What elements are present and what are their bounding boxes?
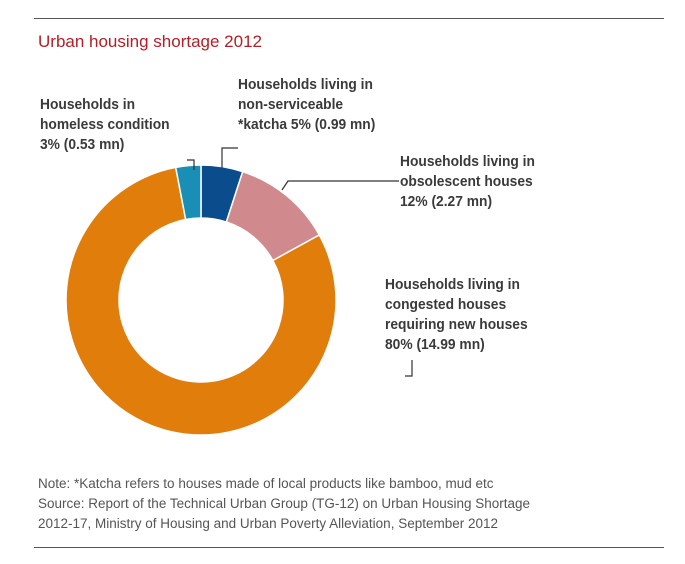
- donut-slices: [65, 164, 337, 436]
- slice-label-line: congested houses: [385, 296, 507, 313]
- slice-label-homeless: Households in homeless condition 3% (0.5…: [40, 95, 170, 155]
- leader-lines: [187, 147, 413, 377]
- slice-label-obsolescent: Households living in obsolescent houses …: [400, 152, 535, 212]
- chart-title: Urban housing shortage 2012: [38, 32, 262, 51]
- slice-congested-houses: [65, 166, 337, 436]
- slice-label-line: Households living in: [238, 76, 373, 93]
- leader-line-obsolescent: [281, 180, 399, 191]
- slice-label-line: *katcha 5% (0.99 mn): [238, 116, 376, 133]
- bottom-rule: [34, 547, 664, 548]
- slice-label-line: Households living in: [400, 153, 535, 170]
- source-text-line-1: Source: Report of the Technical Urban Gr…: [38, 496, 531, 511]
- slice-label-line: 80% (14.99 mn): [385, 336, 485, 353]
- slice-label-line: Households living in: [385, 276, 520, 293]
- leader-line-homeless: [187, 159, 195, 170]
- leader-line-congested: [405, 360, 413, 377]
- slice-label-line: obsolescent houses: [400, 173, 533, 190]
- slice-label-line: homeless condition: [40, 116, 170, 133]
- slice-label-line: Households in: [40, 96, 136, 113]
- slice-label-line: requiring new houses: [385, 316, 528, 333]
- slice-label-line: non-serviceable: [238, 96, 344, 113]
- source-text-line-2: 2012-17, Ministry of Housing and Urban P…: [38, 516, 499, 531]
- slice-label-line: 12% (2.27 mn): [400, 193, 493, 210]
- note-text: Note: *Katcha refers to houses made of l…: [38, 476, 494, 491]
- slice-label-katcha: Households living in non-serviceable *ka…: [238, 75, 375, 135]
- slice-label-line: 3% (0.53 mn): [40, 136, 125, 153]
- chart-notes: Note: *Katcha refers to houses made of l…: [38, 474, 530, 534]
- top-rule: [34, 18, 664, 19]
- leader-line-katcha: [221, 147, 238, 168]
- slice-label-congested: Households living in congested houses re…: [385, 275, 528, 355]
- slice-homeless-condition: [174, 164, 202, 221]
